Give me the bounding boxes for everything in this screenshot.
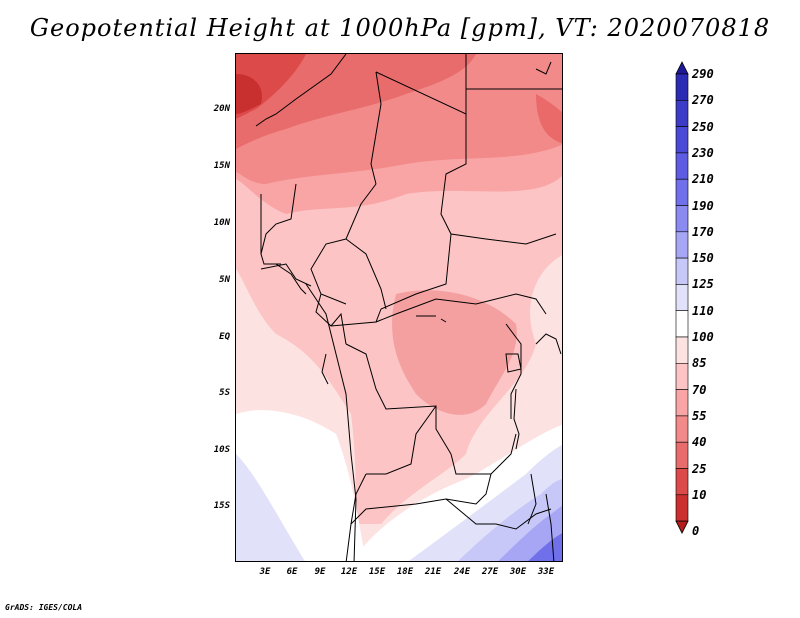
lon-label-12e: 12E [340, 567, 358, 577]
lat-label-15n: 15N [213, 161, 230, 171]
lat-label-eq: EQ [219, 332, 230, 342]
colorbar-segment [675, 441, 689, 469]
colorbar-label: 170 [692, 224, 714, 239]
colorbar-label: 85 [692, 356, 707, 371]
colorbar-segment [675, 73, 689, 101]
colorbar-segment [675, 284, 689, 311]
colorbar-label: 25 [692, 461, 707, 476]
colorbar-label: 55 [692, 408, 707, 423]
lon-label-33e: 33E [537, 567, 555, 577]
lat-label-20n: 20N [213, 104, 230, 114]
colorbar-segment [675, 126, 689, 154]
colorbar-segment [675, 152, 689, 180]
colorbar-label: 125 [692, 277, 714, 292]
lon-label-30e: 30E [509, 567, 527, 577]
colorbar-segment [675, 415, 689, 443]
colorbar-max-arrow [675, 61, 689, 75]
country-borders [255, 54, 562, 561]
chart-title: Geopotential Height at 1000hPa [gpm], VT… [29, 14, 771, 42]
colorbar-segment [675, 257, 689, 285]
colorbar-label: 270 [692, 93, 714, 108]
colorbar-min-arrow [675, 520, 689, 534]
lat-label-5n: 5N [219, 275, 230, 285]
contour-band-70-center [392, 290, 517, 415]
colorbar-segment [675, 362, 689, 390]
lat-label-5s: 5S [219, 388, 230, 398]
colorbar-label: 150 [692, 251, 714, 266]
contour-band-10 [236, 74, 262, 114]
colorbar-label: 110 [692, 303, 714, 318]
colorbar-segment [675, 178, 689, 206]
colorbar-label: 100 [692, 330, 714, 344]
lon-label-27e: 27E [481, 567, 499, 577]
contour-band-40 [236, 54, 476, 149]
colorbar-label: 210 [692, 172, 714, 187]
colorbar-segment [675, 494, 689, 522]
lat-label-10s: 10S [213, 445, 230, 455]
lon-label-6e: 6E [286, 567, 298, 577]
lon-label-9e: 9E [314, 567, 326, 577]
colorbar-label: 40 [692, 435, 707, 450]
colorbar-label: 190 [692, 198, 714, 213]
lat-label-10n: 10N [213, 218, 230, 228]
lat-label-15s: 15S [213, 501, 230, 511]
credit-text: GrADS: IGES/COLA [5, 603, 83, 612]
colorbar-label: 230 [692, 145, 714, 160]
colorbar-segment [675, 336, 689, 364]
map-panel [235, 53, 563, 562]
colorbar-segment [675, 389, 689, 417]
colorbar-segment [675, 99, 689, 127]
lon-label-24e: 24E [453, 567, 471, 577]
contour-band-40-east [536, 94, 562, 144]
lakes-and-coastlines [260, 61, 552, 561]
colorbar-segment [675, 468, 689, 496]
colorbar-segment [675, 205, 689, 233]
colorbar-label: 250 [692, 119, 714, 134]
geopotential-map [236, 54, 562, 561]
lon-label-18e: 18E [396, 567, 414, 577]
lon-label-3e: 3E [259, 567, 271, 577]
lon-label-21e: 21E [424, 567, 442, 577]
colorbar-label: 0 [692, 524, 700, 539]
colorbar-label: 70 [692, 382, 707, 397]
colorbar [675, 61, 689, 534]
lon-label-15e: 15E [368, 567, 386, 577]
colorbar-label: 10 [692, 487, 707, 502]
contour-band-125 [236, 454, 305, 561]
colorbar-segment [675, 231, 689, 259]
colorbar-label: 290 [692, 67, 714, 81]
colorbar-segment [675, 310, 689, 338]
